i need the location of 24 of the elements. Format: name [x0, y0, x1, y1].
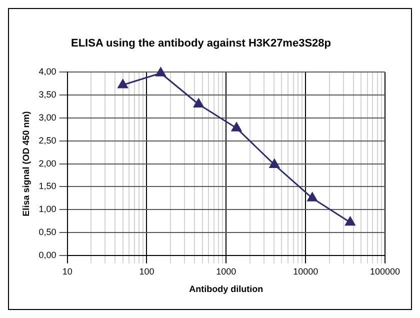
y-tick-label: 1,50	[38, 181, 56, 192]
x-tick-label: 100000	[370, 266, 400, 276]
x-tick-label: 1000	[216, 266, 236, 276]
x-tick-label: 100	[139, 266, 154, 276]
point	[194, 98, 204, 108]
point	[231, 122, 242, 132]
point	[269, 158, 280, 168]
y-tick-label: 0,50	[38, 226, 56, 237]
y-tick-label: 2,50	[38, 135, 56, 146]
x-tick-label: 10000	[293, 266, 318, 276]
point	[118, 79, 128, 88]
y-tick-label: 0,00	[38, 250, 56, 260]
y-tick-label: 3,50	[38, 90, 56, 100]
point	[156, 67, 166, 76]
y-axis-title: Elisa signal (OD 450 nm)	[20, 111, 31, 216]
x-axis-title: Antibody dilution	[189, 284, 264, 294]
point	[345, 216, 356, 226]
point	[307, 192, 318, 202]
y-tick-label: 1,00	[38, 204, 56, 214]
y-tick-label: 4,00	[38, 66, 56, 77]
chart-title: ELISA using the antibody against H3K27me3S28p	[71, 38, 332, 50]
y-tick-label: 3,00	[38, 112, 56, 122]
x-tick-label: 10	[62, 266, 72, 276]
y-tick-label: 2,00	[38, 158, 56, 168]
